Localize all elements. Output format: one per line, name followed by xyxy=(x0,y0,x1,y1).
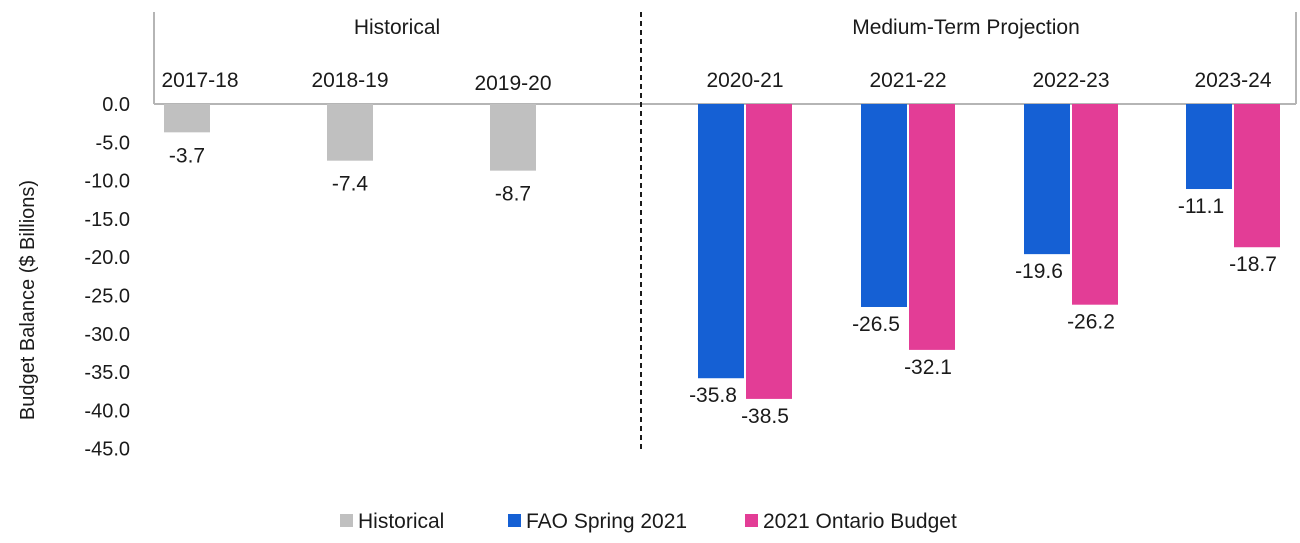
category-label-2017-18: 2017-18 xyxy=(161,69,238,92)
bar-budget-2023-24 xyxy=(1234,104,1280,248)
bar-fao-2021-22 xyxy=(861,104,907,307)
data-label-fao-2023-24: -11.1 xyxy=(1178,195,1224,218)
bar-historical-2019-20 xyxy=(490,104,536,171)
category-label-2022-23: 2022-23 xyxy=(1032,69,1109,92)
category-label-2018-19: 2018-19 xyxy=(311,69,388,92)
bar-fao-2020-21 xyxy=(698,104,744,379)
group-label-historical: Historical xyxy=(354,16,440,39)
y-tick-label: -25.0 xyxy=(84,286,130,308)
y-tick-label: 0.0 xyxy=(102,94,130,116)
category-label-2019-20: 2019-20 xyxy=(474,72,551,95)
bar-historical-2017-18 xyxy=(164,104,210,133)
bar-budget-2020-21 xyxy=(746,104,792,399)
bar-fao-2022-23 xyxy=(1024,104,1070,255)
data-label-historical-2017-18: -3.7 xyxy=(169,144,205,167)
data-label-fao-2021-22: -26.5 xyxy=(852,313,900,336)
data-label-budget-2023-24: -18.7 xyxy=(1229,253,1277,276)
bar-budget-2022-23 xyxy=(1072,104,1118,305)
bar-budget-2021-22 xyxy=(909,104,955,350)
y-tick-label: -30.0 xyxy=(84,324,130,346)
data-label-budget-2021-22: -32.1 xyxy=(904,356,952,379)
y-tick-label: -45.0 xyxy=(84,439,130,461)
data-label-fao-2022-23: -19.6 xyxy=(1015,260,1063,283)
legend-swatch-3 xyxy=(745,514,758,527)
category-label-2023-24: 2023-24 xyxy=(1194,69,1271,92)
legend-label-1: Historical xyxy=(358,510,444,533)
group-label-projection: Medium-Term Projection xyxy=(852,16,1080,39)
bar-fao-2023-24 xyxy=(1186,104,1232,190)
data-label-budget-2020-21: -38.5 xyxy=(741,405,789,428)
category-label-2021-22: 2021-22 xyxy=(869,69,946,92)
y-axis: 0.0 -5.0 -10.0 -15.0 -20.0 -25.0 -30.0 -35.0 -40… xyxy=(84,94,130,461)
data-label-historical-2019-20: -8.7 xyxy=(495,183,531,206)
data-label-budget-2022-23: -26.2 xyxy=(1067,311,1115,334)
legend-label-3: 2021 Ontario Budget xyxy=(763,510,957,533)
y-tick-label: -40.0 xyxy=(84,400,130,422)
y-axis-title: Budget Balance ($ Billions) xyxy=(17,180,39,420)
legend-label-2: FAO Spring 2021 xyxy=(526,510,687,533)
y-tick-label: -20.0 xyxy=(84,247,130,269)
y-tick-label: -15.0 xyxy=(84,209,130,231)
legend-swatch-2 xyxy=(508,514,521,527)
legend-swatch-1 xyxy=(340,514,353,527)
y-tick-label: -10.0 xyxy=(84,171,130,193)
bars: -3.7 -7.4 -8.7 -35.8-38.5 -26.5-32.1 -19.6 -26… xyxy=(164,104,1280,428)
bar-historical-2018-19 xyxy=(327,104,373,161)
category-label-2020-21: 2020-21 xyxy=(706,69,783,92)
data-label-fao-2020-21: -35.8 xyxy=(689,384,737,407)
data-label-historical-2018-19: -7.4 xyxy=(332,173,369,196)
legend: Historical FAO Spring 2021 2021 Ontario Bu… xyxy=(340,510,957,533)
y-tick-label: -35.0 xyxy=(84,362,130,384)
y-tick-label: -5.0 xyxy=(96,132,130,154)
